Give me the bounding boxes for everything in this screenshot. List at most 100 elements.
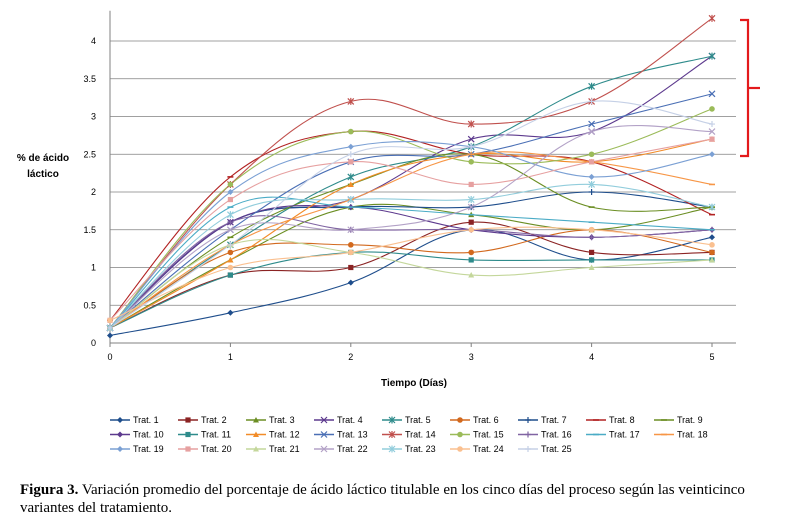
legend-label-20: Trat. 20 — [201, 444, 232, 454]
data-point-series-23 — [226, 211, 234, 219]
legend-label-24: Trat. 24 — [473, 444, 504, 454]
series-line-25 — [109, 100, 713, 329]
legend-label-14: Trat. 14 — [405, 430, 436, 440]
y-axis-title-line1: % de ácido — [17, 153, 69, 164]
series-line-14 — [109, 17, 713, 329]
legend-swatch-marker-2 — [185, 417, 191, 423]
data-point-series-13 — [708, 90, 716, 98]
data-point-series-22 — [226, 226, 234, 234]
series-line-9 — [109, 153, 713, 329]
legend-label-7: Trat. 7 — [541, 415, 567, 425]
legend-swatch-marker-24 — [457, 446, 463, 452]
legend: Trat. 1 Trat. 2 Trat. 3 Trat. 4 Trat. 5 Trat.… — [110, 415, 708, 454]
data-point-series-24 — [588, 226, 595, 233]
legend-label-2: Trat. 2 — [201, 415, 227, 425]
x-tick-label: 0 — [107, 352, 112, 362]
series-line-17 — [109, 196, 713, 329]
legend-swatch-marker-25 — [525, 446, 531, 452]
data-point-series-2 — [589, 249, 595, 255]
data-point-series-22 — [347, 226, 355, 234]
legend-label-4: Trat. 4 — [337, 415, 363, 425]
data-point-series-25 — [347, 151, 354, 158]
legend-label-17: Trat. 17 — [609, 430, 640, 440]
data-point-series-14 — [708, 14, 716, 22]
series-line-16 — [109, 215, 713, 329]
series-line-23 — [109, 183, 713, 329]
series-line-24 — [109, 226, 713, 321]
data-point-series-23 — [588, 180, 596, 188]
data-point-series-19 — [347, 143, 354, 150]
legend-label-18: Trat. 18 — [677, 430, 708, 440]
data-point-series-20 — [468, 181, 474, 188]
data-point-series-11 — [468, 257, 474, 263]
legend-swatch-marker-22 — [320, 445, 328, 453]
legend-label-3: Trat. 3 — [269, 415, 295, 425]
data-point-series-5 — [588, 82, 596, 90]
data-point-series-2 — [348, 264, 354, 271]
x-tick-label: 2 — [348, 352, 353, 362]
y-tick-label: 0.5 — [83, 300, 96, 310]
y-tick-label: 1.5 — [83, 225, 96, 235]
data-point-series-6 — [468, 249, 475, 256]
data-point-series-19 — [227, 189, 234, 195]
y-tick-label: 2.5 — [83, 149, 96, 159]
y-tick-label: 3.5 — [83, 74, 96, 84]
legend-swatch-marker-11 — [185, 431, 191, 438]
data-point-series-1 — [347, 279, 354, 286]
series-line-6 — [109, 229, 713, 329]
data-point-series-15 — [227, 181, 234, 188]
data-point-series-25 — [107, 324, 113, 331]
series-line-2 — [109, 221, 713, 329]
y-tick-label: 3 — [91, 112, 96, 122]
data-point-series-22 — [708, 128, 716, 136]
bracket-line — [740, 18, 750, 158]
series-markers — [106, 14, 716, 339]
legend-label-12: Trat. 12 — [269, 430, 300, 440]
data-point-series-1 — [709, 234, 715, 241]
data-point-series-11 — [227, 272, 233, 278]
x-tick-label: 5 — [709, 352, 714, 362]
figure-caption: Figura 3. Variación promedio del porcent… — [20, 481, 780, 517]
data-point-series-20 — [348, 159, 354, 165]
data-point-series-15 — [348, 128, 354, 135]
legend-label-13: Trat. 13 — [337, 430, 368, 440]
legend-label-23: Trat. 23 — [405, 444, 436, 454]
data-point-series-6 — [348, 242, 354, 248]
data-point-series-22 — [467, 203, 475, 211]
series-line-21 — [109, 238, 713, 329]
data-point-series-24 — [468, 226, 475, 233]
data-point-series-16 — [588, 234, 595, 241]
series-line-15 — [109, 108, 713, 329]
legend-swatch-marker-13 — [320, 431, 328, 438]
legend-swatch-marker-3 — [253, 417, 259, 423]
legend-label-8: Trat. 8 — [609, 415, 635, 425]
data-point-series-6 — [709, 249, 715, 256]
legend-label-1: Trat. 1 — [133, 415, 159, 425]
x-tick-label: 3 — [469, 352, 474, 362]
axis-labels: % de ácido láctico Tiempo (Días) 0 0.5 1 1.… — [17, 36, 715, 389]
legend-label-15: Trat. 15 — [473, 430, 504, 440]
legend-swatch-marker-16 — [525, 431, 531, 438]
y-tick-label: 2 — [91, 187, 96, 197]
data-point-series-24 — [709, 242, 715, 248]
data-point-series-15 — [709, 106, 715, 112]
legend-label-19: Trat. 19 — [133, 444, 164, 454]
data-point-series-6 — [227, 249, 234, 256]
caption-label: Figura 3. — [20, 482, 79, 498]
data-point-series-24 — [348, 249, 354, 256]
data-point-series-7 — [588, 189, 595, 195]
series-line-20 — [109, 138, 713, 321]
data-point-series-20 — [227, 196, 233, 203]
data-point-series-19 — [709, 151, 715, 158]
axes — [109, 10, 736, 347]
legend-swatch-marker-4 — [320, 416, 328, 424]
series-line-8 — [109, 130, 713, 321]
legend-swatch-marker-7 — [525, 417, 531, 423]
legend-label-25: Trat. 25 — [541, 444, 572, 454]
data-point-series-25 — [227, 241, 234, 248]
data-point-series-21 — [468, 272, 475, 278]
data-point-series-23 — [347, 196, 355, 204]
data-point-series-20 — [589, 159, 595, 165]
series-line-11 — [109, 251, 712, 329]
series-line-3 — [109, 203, 713, 329]
